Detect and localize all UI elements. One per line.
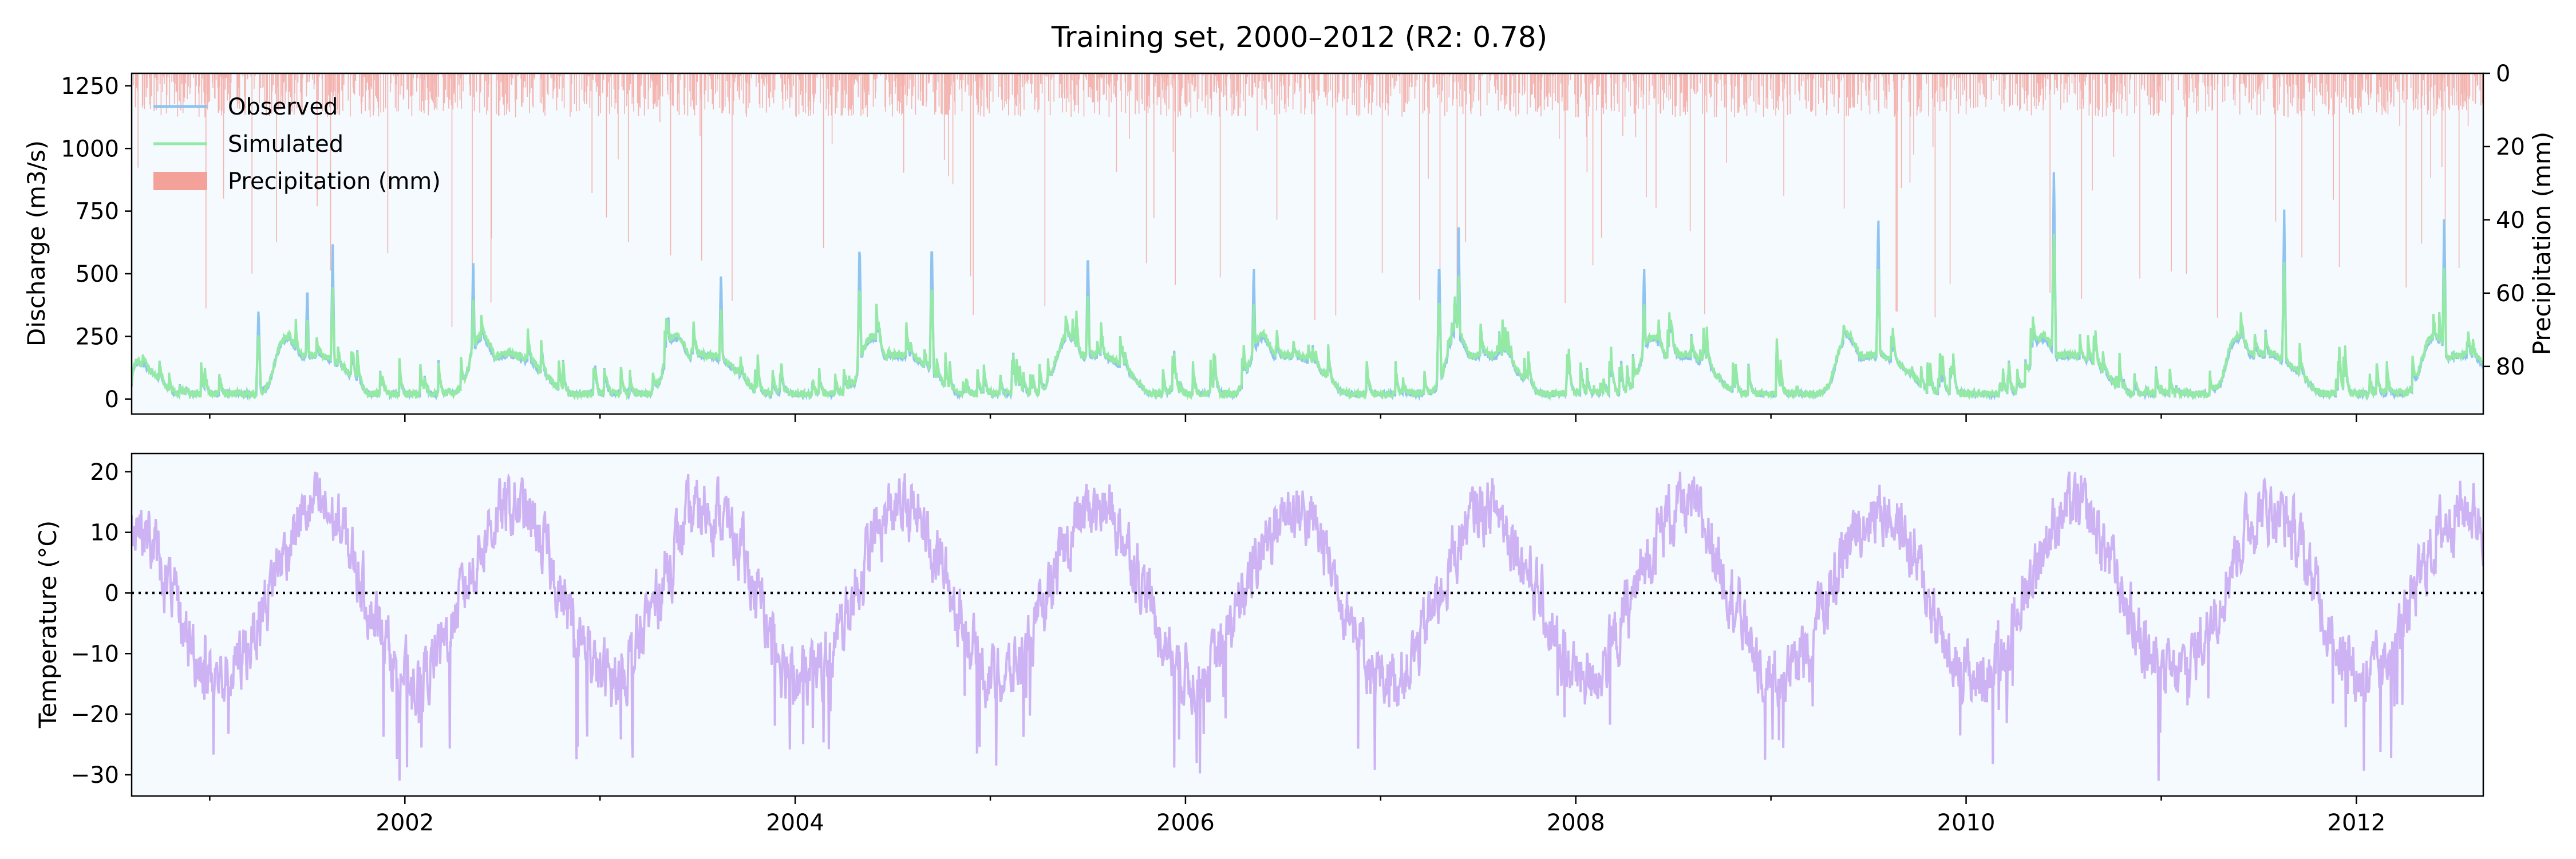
precipitation-ytick-label: 80 [2496,354,2525,380]
simulated-line [132,234,2483,401]
legend-precipitation-swatch [153,172,207,190]
temperature-xtick-label: 2002 [376,810,434,836]
precipitation-ytick-label: 20 [2496,134,2525,160]
chart-legend: Observed Simulated Precipitation (mm) [153,94,441,195]
discharge-ytick-label: 1000 [61,136,119,162]
chart-title: Training set, 2000–2012 (R2: 0.78) [1051,21,1547,54]
precipitation-ylabel: Precipitation (mm) [2528,132,2556,355]
discharge-ytick-label: 500 [76,261,119,287]
discharge-ytick-label: 250 [76,324,119,350]
temperature-ytick-label: 20 [90,459,119,486]
temperature-ytick-label: 0 [105,580,119,606]
discharge-series-group [132,73,2483,401]
temperature-series-group [132,471,2483,781]
temperature-ylabel: Temperature (°C) [34,521,62,729]
legend-simulated-label: Simulated [228,131,343,157]
discharge-ytick-label: 1250 [61,73,119,100]
temperature-line [132,471,2483,781]
precipitation-ytick-label: 60 [2496,281,2525,307]
temperature-ytick-label: 10 [90,520,119,546]
legend-observed-label: Observed [228,94,338,120]
temperature-xtick-label: 2010 [1937,810,1996,836]
discharge-axes-frame [131,72,2484,415]
temperature-ytick-label: −20 [71,702,119,728]
temperature-xtick-label: 2008 [1547,810,1605,836]
temperature-ytick-label: −30 [71,762,119,789]
temperature-ytick-label: −10 [71,641,119,667]
legend-precipitation-label: Precipitation (mm) [228,168,441,195]
temperature-xtick-label: 2004 [766,810,824,836]
temperature-xtick-label: 2006 [1156,810,1215,836]
precipitation-ytick-label: 40 [2496,207,2525,234]
discharge-ylabel: Discharge (m3/s) [22,140,50,346]
temperature-xtick-label: 2012 [2328,810,2386,836]
precipitation-bars [133,73,2483,330]
discharge-ytick-label: 750 [76,199,119,225]
precipitation-ytick-label: 0 [2496,61,2510,87]
temperature-axes-frame [131,452,2484,797]
discharge-ytick-label: 0 [105,387,119,413]
